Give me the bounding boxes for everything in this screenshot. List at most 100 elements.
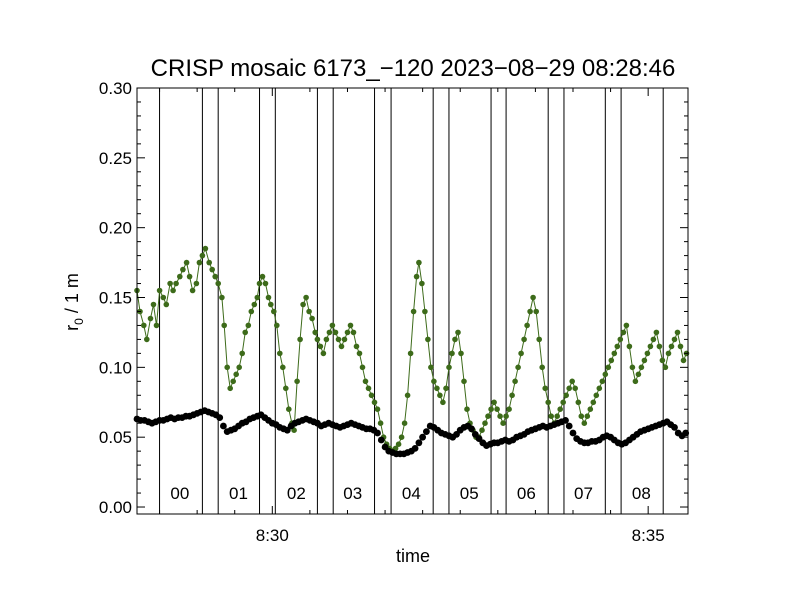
data-point xyxy=(539,364,545,371)
data-point xyxy=(303,294,309,301)
data-point xyxy=(626,343,633,350)
data-point xyxy=(326,329,333,336)
segment-label: 02 xyxy=(287,484,306,503)
y-tick-label: 0.05 xyxy=(99,428,132,447)
data-point xyxy=(329,322,336,329)
data-point xyxy=(428,364,434,371)
data-point xyxy=(608,357,615,364)
data-point xyxy=(306,308,312,315)
data-point xyxy=(350,329,357,336)
data-point xyxy=(256,280,263,287)
x-tick-label: 8:35 xyxy=(632,526,665,545)
data-point xyxy=(617,336,624,343)
data-point xyxy=(602,371,609,378)
data-point xyxy=(569,378,575,385)
data-point xyxy=(216,414,224,421)
segment-label: 03 xyxy=(343,484,362,503)
data-point xyxy=(562,417,569,424)
data-point xyxy=(485,413,491,420)
x-axis: 8:30 8:35 xyxy=(159,88,665,545)
data-point xyxy=(419,280,425,287)
data-point xyxy=(527,308,533,315)
data-point xyxy=(443,385,449,392)
data-point xyxy=(294,378,300,385)
data-point xyxy=(629,364,636,371)
data-point xyxy=(189,287,196,294)
data-point xyxy=(644,350,651,357)
data-point xyxy=(545,399,551,406)
data-point xyxy=(239,350,245,357)
data-point xyxy=(186,273,193,280)
data-point xyxy=(623,322,630,329)
data-point xyxy=(268,301,274,308)
data-point xyxy=(236,364,242,371)
data-point xyxy=(259,273,266,280)
data-point xyxy=(464,406,470,413)
data-point xyxy=(395,441,402,448)
segment-label: 06 xyxy=(517,484,536,503)
segment-label: 04 xyxy=(402,484,421,503)
data-point xyxy=(542,385,548,392)
data-point xyxy=(377,420,384,427)
data-point xyxy=(341,336,348,343)
data-point xyxy=(524,322,530,329)
data-point xyxy=(167,280,173,287)
data-point xyxy=(245,322,252,329)
data-point xyxy=(221,322,227,329)
data-point xyxy=(180,266,186,273)
data-point xyxy=(248,308,255,315)
data-point xyxy=(368,392,375,399)
data-point xyxy=(656,343,663,350)
data-point xyxy=(356,350,363,357)
data-point xyxy=(141,322,147,329)
data-point xyxy=(653,329,660,336)
data-point xyxy=(425,336,431,343)
data-point xyxy=(163,301,170,308)
data-point xyxy=(455,329,461,336)
segment-label: 00 xyxy=(170,484,189,503)
data-point xyxy=(317,343,324,350)
plot-frame xyxy=(136,87,689,515)
series-high-order xyxy=(134,245,690,454)
data-point xyxy=(563,392,569,399)
data-point xyxy=(665,350,672,357)
chart-title: CRISP mosaic 6173_−120 2023−08−29 08:28:… xyxy=(151,55,676,82)
segment-label: 07 xyxy=(574,484,593,503)
data-point xyxy=(557,406,563,413)
data-point xyxy=(274,322,280,329)
data-point xyxy=(206,259,212,266)
data-point xyxy=(509,392,515,399)
y-tick-label: 0.30 xyxy=(99,79,132,98)
data-point xyxy=(614,343,621,350)
data-point xyxy=(659,357,666,364)
data-point xyxy=(320,350,327,357)
plot-area: 00 01 02 03 04 05 06 07 08 xyxy=(133,88,690,514)
data-point xyxy=(620,329,627,336)
data-point xyxy=(587,406,594,413)
segment-label: 08 xyxy=(632,484,651,503)
data-point xyxy=(578,413,585,420)
data-point xyxy=(632,378,639,385)
data-point xyxy=(671,336,678,343)
data-point xyxy=(202,245,209,252)
data-point xyxy=(411,445,419,452)
data-point xyxy=(415,439,423,447)
data-point xyxy=(410,308,417,315)
data-point xyxy=(160,294,167,301)
data-point xyxy=(530,294,536,301)
data-point xyxy=(297,336,303,343)
y-tick-label: 0.00 xyxy=(99,498,132,517)
data-point xyxy=(431,378,437,385)
data-point xyxy=(419,433,426,441)
data-point xyxy=(641,357,648,364)
data-point xyxy=(662,364,669,371)
data-point xyxy=(671,424,678,431)
data-point xyxy=(365,385,372,392)
data-point xyxy=(569,429,577,437)
data-point xyxy=(314,336,321,343)
data-point xyxy=(233,371,239,378)
data-point xyxy=(565,422,573,430)
data-point xyxy=(482,420,488,427)
data-point xyxy=(416,259,422,266)
